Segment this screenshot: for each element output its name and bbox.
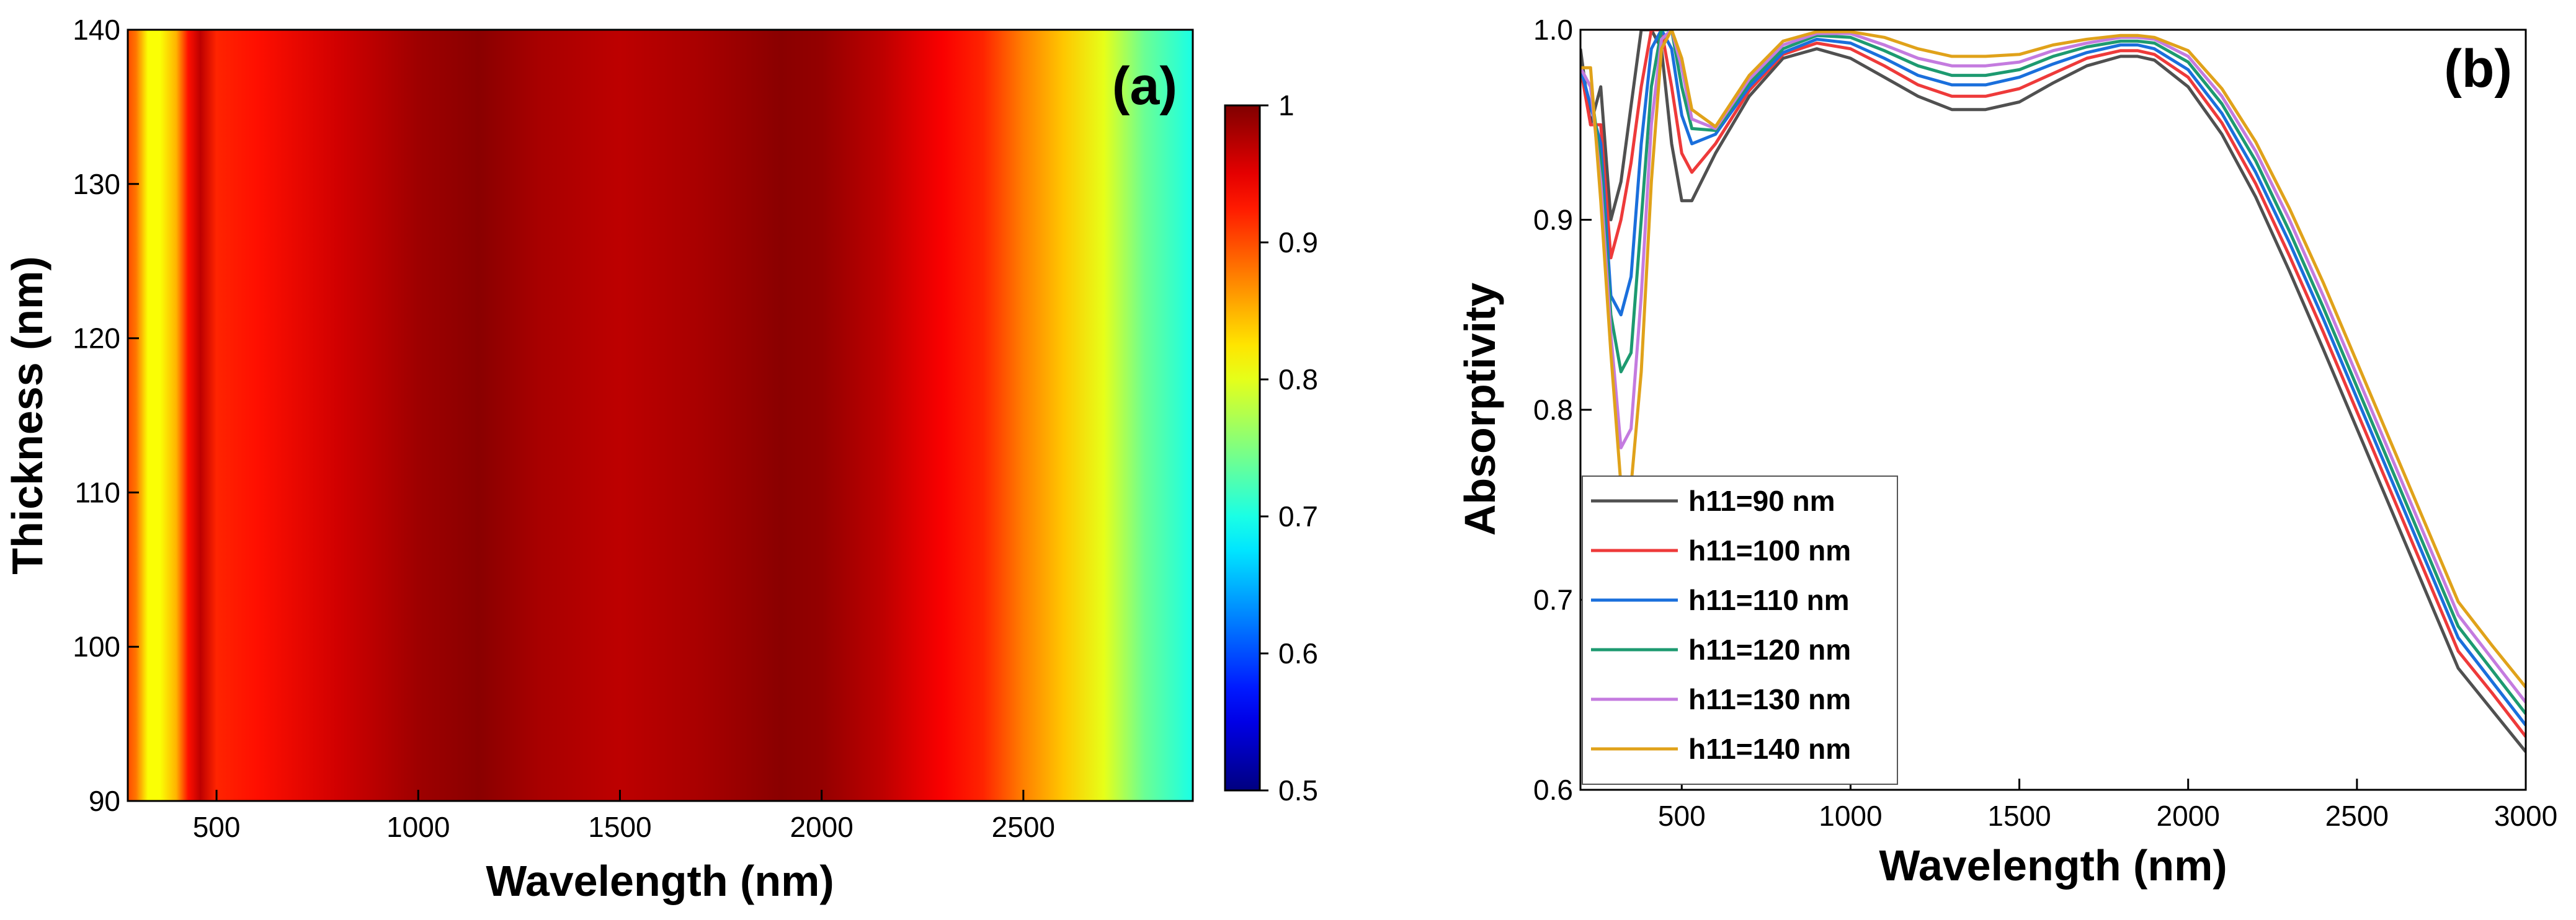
heatmap-y-tick-label: 90 bbox=[89, 785, 120, 817]
colorbar-tick-label: 0.9 bbox=[1278, 226, 1318, 259]
line-y-tick-label: 0.7 bbox=[1533, 584, 1573, 616]
heatmap-y-tick-label: 110 bbox=[75, 476, 120, 508]
legend-items: h11=90 nm h11=100 nm h11=110 nm h11=120 nm h… bbox=[1591, 485, 1851, 765]
legend-label: h11=100 nm bbox=[1688, 534, 1851, 567]
line-x-axis-title: Wavelength (nm) bbox=[1879, 841, 2227, 890]
line-y-ticks: 0.6 0.7 0.8 0.9 1.0 bbox=[1533, 14, 1592, 806]
colorbar-ticks: 0.5 0.6 0.7 0.8 0.9 1 bbox=[1260, 89, 1318, 807]
line-x-ticks: 500 1000 1500 2000 2500 3000 bbox=[1658, 779, 2557, 832]
series-line bbox=[1580, 30, 2526, 753]
series-lines bbox=[1580, 30, 2526, 753]
colorbar-tick-label: 0.6 bbox=[1278, 637, 1318, 670]
heatmap-y-tick-label: 130 bbox=[73, 168, 120, 200]
heatmap-x-tick-label: 500 bbox=[193, 811, 241, 843]
series-line bbox=[1580, 30, 2526, 727]
line-x-tick-label: 2000 bbox=[2157, 800, 2220, 832]
heatmap-x-ticks: 500 1000 1500 2000 2500 bbox=[193, 790, 1055, 843]
line-x-tick-label: 500 bbox=[1658, 800, 1706, 832]
series-line bbox=[1580, 30, 2526, 715]
heatmap-x-tick-label: 2000 bbox=[790, 811, 853, 843]
line-y-tick-label: 1.0 bbox=[1533, 14, 1573, 46]
series-line bbox=[1580, 30, 2526, 689]
series-line bbox=[1580, 30, 2526, 704]
heatmap-x-tick-label: 1000 bbox=[386, 811, 450, 843]
legend: h11=90 nm h11=100 nm h11=110 nm h11=120 nm h… bbox=[1582, 475, 1898, 785]
line-x-tick-label: 1000 bbox=[1819, 800, 1882, 832]
colorbar-tick-label: 1 bbox=[1278, 89, 1295, 122]
heatmap-x-tick-label: 1500 bbox=[588, 811, 651, 843]
heatmap-y-ticks: 90 100 110 120 130 140 bbox=[73, 14, 139, 817]
heatmap-field bbox=[128, 30, 1193, 801]
line-panel-label: (b) bbox=[2444, 39, 2512, 99]
line-y-tick-label: 0.8 bbox=[1533, 394, 1573, 426]
heatmap-x-tick-label: 2500 bbox=[992, 811, 1055, 843]
legend-label: h11=130 nm bbox=[1688, 683, 1851, 715]
heatmap-y-tick-label: 120 bbox=[73, 322, 120, 355]
line-x-tick-label: 1500 bbox=[1987, 800, 2051, 832]
colorbar-tick-label: 0.5 bbox=[1278, 774, 1318, 807]
legend-label: h11=120 nm bbox=[1688, 634, 1851, 666]
line-x-tick-label: 3000 bbox=[2494, 800, 2557, 832]
line-y-tick-label: 0.6 bbox=[1533, 774, 1573, 806]
colorbar-tick-label: 0.8 bbox=[1278, 363, 1318, 396]
panel-b: 500 1000 1500 2000 2500 3000 0.60.70.80.91.0 … bbox=[1456, 14, 2557, 890]
colorbar-bar bbox=[1224, 104, 1261, 792]
legend-label: h11=140 nm bbox=[1688, 733, 1851, 765]
colorbar-tick-label: 0.7 bbox=[1278, 500, 1318, 533]
panel-a: 500 1000 1500 2000 2500 90 100 110 120 130 140 (a… bbox=[3, 14, 1194, 905]
heatmap-y-tick-label: 140 bbox=[73, 14, 120, 46]
heatmap-y-tick-label: 100 bbox=[73, 630, 120, 663]
legend-label: h11=110 nm bbox=[1688, 584, 1850, 616]
line-y-tick-label: 0.9 bbox=[1533, 204, 1573, 236]
heatmap-panel-label: (a) bbox=[1112, 56, 1177, 116]
heatmap-frame bbox=[127, 29, 1194, 802]
line-x-tick-label: 2500 bbox=[2325, 800, 2389, 832]
heatmap-y-axis-title: Thickness (nm) bbox=[3, 256, 51, 574]
legend-label: h11=90 nm bbox=[1688, 485, 1835, 517]
line-y-axis-title: Absorptivity bbox=[1456, 283, 1504, 536]
heatmap-x-axis-title: Wavelength (nm) bbox=[486, 857, 834, 905]
series-line bbox=[1580, 30, 2526, 738]
colorbar: 0.5 0.6 0.7 0.8 0.9 1 bbox=[1224, 89, 1318, 807]
legend-box bbox=[1582, 475, 1898, 785]
